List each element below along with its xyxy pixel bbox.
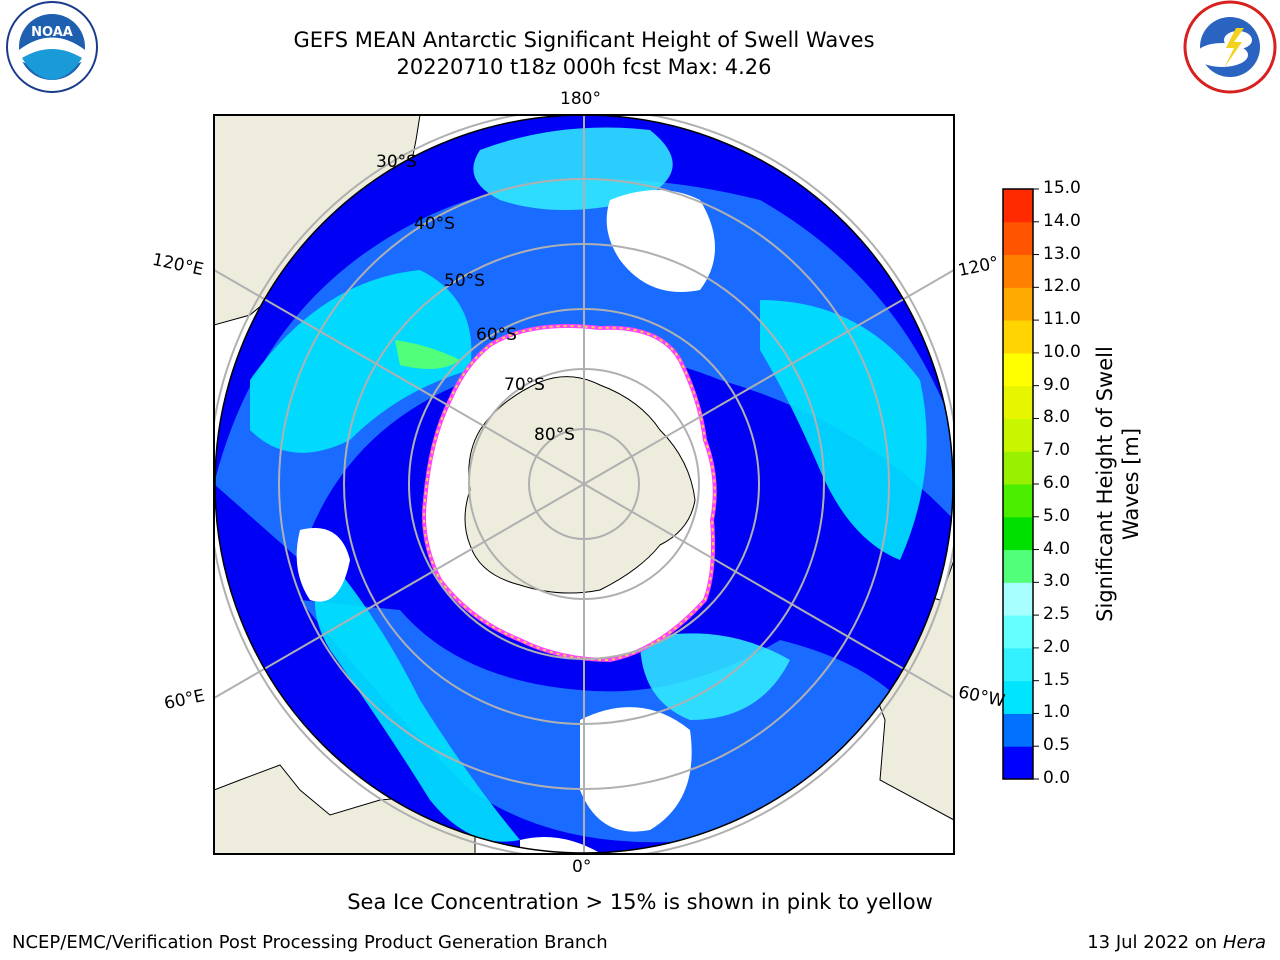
colorbar-tick-label: 1.0 [1043, 702, 1071, 723]
colorbar-segment [1003, 451, 1033, 485]
map-title: GEFS MEAN Antarctic Significant Height o… [293, 28, 875, 52]
colorbar-label: Significant Height of Swell Waves [m] [1092, 324, 1144, 644]
colorbar-tick-label: 15.0 [1043, 178, 1081, 198]
colorbar-label-line1: Significant Height of Swell [1093, 346, 1117, 622]
lat-label-50s: 50°S [444, 271, 485, 291]
colorbar-tick-label: 0.0 [1043, 768, 1071, 788]
colorbar-segment [1003, 746, 1033, 780]
colorbar-tick-label: 1.5 [1043, 669, 1071, 690]
graticule [214, 115, 954, 854]
colorbar-tick-label: 2.0 [1043, 636, 1071, 657]
colorbar-segment [1003, 680, 1033, 714]
colorbar-segment [1003, 254, 1033, 288]
colorbar-segment [1003, 418, 1033, 452]
footer-credit: NCEP/EMC/Verification Post Processing Pr… [12, 932, 608, 953]
colorbar-tick-label: 13.0 [1043, 243, 1081, 264]
map-frame [213, 114, 955, 855]
colorbar-tick-label: 5.0 [1043, 505, 1071, 526]
colorbar-tick-label: 3.0 [1043, 571, 1071, 592]
map-subtitle: 20220710 t18z 000h fcst Max: 4.26 [396, 55, 772, 79]
noaa-logo: NOAA [6, 1, 98, 93]
colorbar-segment [1003, 287, 1033, 321]
colorbar-tick-label: 11.0 [1043, 309, 1081, 330]
colorbar-segment [1003, 647, 1033, 682]
colorbar-segment [1003, 582, 1033, 616]
colorbar-tick-label: 12.0 [1043, 276, 1081, 297]
lat-label-30s: 30°S [376, 152, 417, 172]
colorbar-tick-label: 2.5 [1043, 604, 1071, 625]
sea-ice-caption: Sea Ice Concentration > 15% is shown in … [347, 890, 933, 914]
colorbar-tick-label: 0.5 [1043, 735, 1071, 756]
colorbar-label-line2: Waves [m] [1119, 427, 1143, 541]
colorbar-segment [1003, 516, 1033, 551]
colorbar-segment [1003, 320, 1033, 354]
lat-label-80s: 80°S [534, 425, 575, 445]
colorbar-segment [1003, 713, 1033, 747]
footer-date-text: 13 Jul 2022 on [1087, 932, 1223, 953]
colorbar-segment [1003, 615, 1033, 649]
colorbar [1003, 188, 1039, 780]
africa-land [214, 764, 476, 854]
colorbar-segment [1003, 352, 1033, 387]
colorbar-tick-label: 8.0 [1043, 407, 1071, 428]
lat-label-70s: 70°S [504, 375, 545, 395]
lon-label-0: 0° [572, 857, 592, 877]
colorbar-segment [1003, 189, 1033, 223]
colorbar-tick-label: 4.0 [1043, 538, 1071, 559]
footer-machine: Hera [1222, 932, 1266, 953]
footer-date: 13 Jul 2022 on Hera [1087, 932, 1266, 953]
colorbar-tick-label: 7.0 [1043, 440, 1071, 461]
colorbar-tick-label: 10.0 [1043, 341, 1081, 362]
colorbar-frame [1002, 188, 1034, 780]
colorbar-segment [1003, 221, 1033, 256]
noaa-logo-text: NOAA [31, 25, 73, 40]
lat-label-40s: 40°S [414, 214, 455, 234]
colorbar-segment [1003, 385, 1033, 419]
colorbar-segment [1003, 484, 1033, 518]
lat-label-60s: 60°S [476, 325, 517, 345]
colorbar-tick-label: 9.0 [1043, 374, 1071, 395]
colorbar-tick-label: 6.0 [1043, 473, 1071, 493]
lon-label-180: 180° [560, 89, 601, 109]
nws-logo [1183, 0, 1277, 94]
map-area [214, 115, 954, 854]
colorbar-tick-label: 14.0 [1043, 210, 1081, 231]
colorbar-segment [1003, 549, 1033, 583]
